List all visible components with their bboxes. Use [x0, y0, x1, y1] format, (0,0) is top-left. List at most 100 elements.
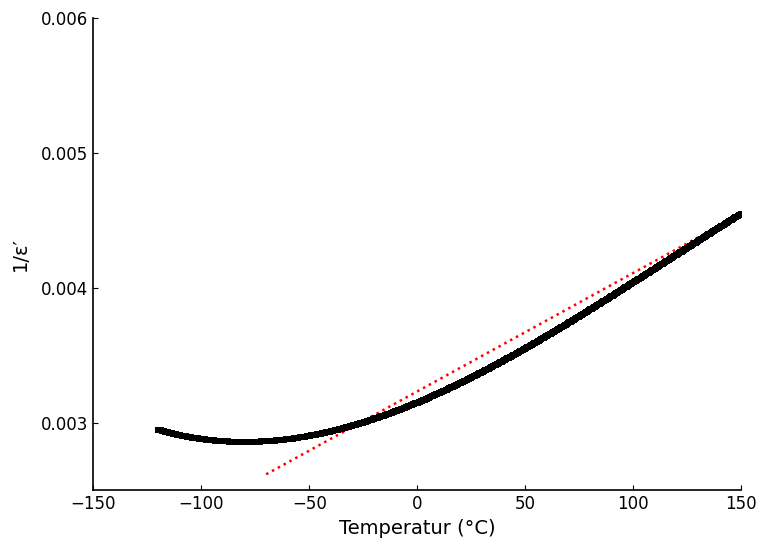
Point	[486, 362, 498, 371]
Point	[702, 230, 714, 239]
Point	[323, 428, 335, 436]
Point	[283, 435, 295, 444]
Point	[365, 416, 377, 424]
Point	[722, 217, 734, 226]
Point	[157, 427, 169, 435]
Point	[455, 378, 468, 386]
Point	[703, 229, 716, 238]
Point	[619, 283, 631, 292]
Point	[731, 212, 743, 221]
Point	[399, 404, 411, 412]
Point	[717, 220, 730, 229]
Point	[197, 435, 210, 444]
Point	[341, 423, 353, 432]
Point	[706, 228, 718, 237]
Point	[345, 422, 357, 430]
Point	[224, 437, 237, 446]
Point	[576, 310, 588, 319]
Point	[590, 301, 602, 310]
Point	[641, 270, 653, 278]
Point	[666, 253, 678, 262]
Point	[484, 363, 496, 372]
Point	[430, 390, 442, 399]
Point	[495, 357, 508, 366]
Point	[331, 425, 343, 434]
Point	[502, 354, 515, 362]
Point	[687, 240, 700, 249]
Point	[154, 425, 166, 434]
Point	[402, 402, 414, 411]
Point	[701, 231, 713, 239]
Point	[349, 421, 361, 429]
Point	[518, 345, 530, 354]
Point	[425, 392, 438, 401]
Point	[422, 394, 434, 402]
Point	[343, 422, 356, 431]
Point	[385, 408, 397, 417]
Point	[362, 416, 375, 425]
Point	[374, 412, 386, 421]
Point	[621, 282, 633, 291]
Point	[549, 327, 561, 335]
Point	[185, 433, 197, 442]
Point	[492, 359, 505, 368]
Point	[602, 294, 614, 303]
Point	[401, 402, 413, 411]
Point	[551, 325, 564, 334]
Point	[562, 319, 574, 328]
Point	[367, 415, 379, 424]
Point	[497, 357, 509, 366]
Point	[361, 417, 373, 425]
Point	[592, 300, 604, 309]
Point	[652, 262, 664, 271]
Point	[690, 238, 703, 247]
Point	[266, 436, 279, 445]
Point	[570, 313, 582, 322]
Point	[498, 356, 510, 365]
Point	[309, 430, 321, 439]
Point	[305, 431, 317, 440]
Point	[334, 424, 346, 433]
Point	[251, 437, 263, 446]
Point	[542, 330, 554, 339]
Point	[575, 311, 588, 320]
Point	[250, 438, 263, 446]
Point	[565, 317, 578, 326]
Point	[656, 260, 668, 268]
Point	[713, 223, 725, 232]
Point	[423, 393, 435, 402]
Point	[733, 210, 746, 219]
Point	[194, 434, 207, 443]
Point	[260, 437, 273, 446]
Point	[233, 438, 246, 446]
Point	[534, 335, 546, 344]
Point	[479, 366, 492, 375]
Point	[495, 358, 507, 367]
Point	[548, 327, 561, 336]
X-axis label: Temperatur (°C): Temperatur (°C)	[339, 519, 495, 538]
Point	[665, 254, 677, 262]
Point	[616, 285, 628, 294]
Point	[195, 435, 207, 444]
Point	[287, 434, 300, 442]
Point	[240, 438, 252, 446]
Point	[277, 435, 290, 444]
Point	[714, 223, 727, 232]
Point	[285, 434, 297, 443]
Point	[347, 421, 359, 430]
Point	[558, 322, 570, 330]
Point	[727, 215, 739, 223]
Point	[175, 431, 187, 440]
Point	[327, 427, 339, 435]
Point	[561, 320, 573, 328]
Point	[329, 426, 341, 435]
Point	[332, 425, 344, 434]
Point	[545, 329, 557, 338]
Point	[546, 328, 558, 337]
Point	[480, 366, 492, 374]
Point	[670, 251, 682, 260]
Point	[505, 352, 517, 361]
Point	[685, 241, 697, 250]
Point	[674, 248, 687, 257]
Point	[624, 280, 636, 289]
